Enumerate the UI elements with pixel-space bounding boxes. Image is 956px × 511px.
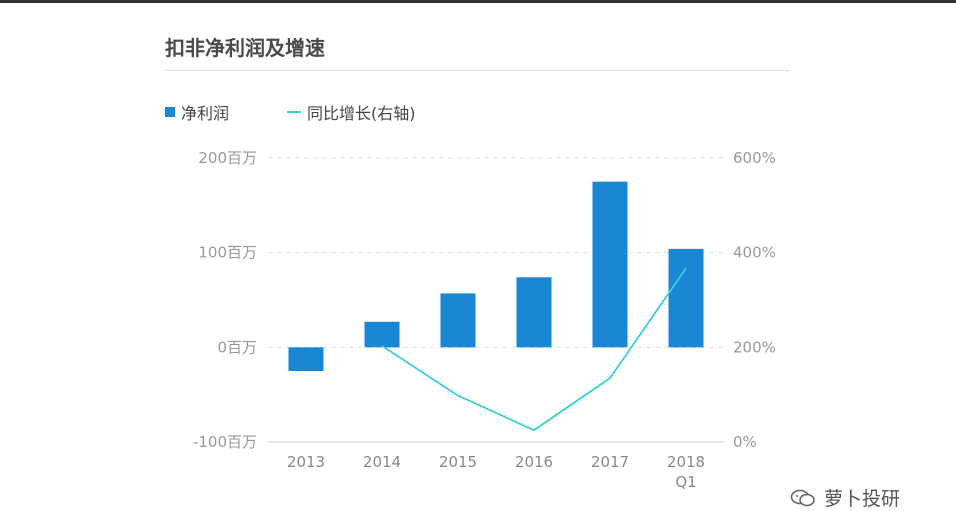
x-tick-label: 2017 [591,453,629,471]
chart-title: 扣非净利润及增速 [165,36,325,60]
x-axis: 2013 2014 2015 2016 2017 2018 Q1 [287,453,705,491]
bar-series [288,181,704,371]
y-right-tick-label: 400% [733,244,776,262]
bar [364,321,400,348]
legend-swatch-line [287,111,301,113]
y-axis-left: 200百万 100百万 0百万 -100百万 [193,149,257,451]
x-tick-label: 2013 [287,453,325,471]
legend-item-growth: 同比增长(右轴) [287,100,416,124]
legend-label-growth: 同比增长(右轴) [307,104,416,123]
wechat-icon [790,489,815,506]
bar [288,347,324,371]
line-series [381,267,687,432]
y-axis-right: 600% 400% 200% 0% [733,149,776,451]
title-divider [165,70,790,71]
x-tick-label: 2016 [515,453,553,471]
y-left-tick-label: 0百万 [217,338,257,356]
y-right-tick-label: 200% [733,338,776,356]
bar [592,181,628,348]
legend-swatch-bar [165,107,175,117]
top-border [0,0,956,3]
bar [516,277,552,348]
y-left-tick-label: -100百万 [193,433,257,451]
bar [440,293,476,348]
x-tick-label: Q1 [675,473,696,491]
y-left-tick-label: 200百万 [198,149,257,167]
grid-lines [268,157,724,443]
y-left-tick-label: 100百万 [198,244,257,262]
growth-line [381,267,687,432]
watermark-text: 萝卜投研 [824,488,901,510]
y-right-tick-label: 600% [733,149,776,167]
x-tick-label: 2015 [439,453,477,471]
legend-item-net-profit: 净利润 [165,100,229,124]
watermark: 萝卜投研 [790,484,900,511]
y-right-tick-label: 0% [733,433,757,451]
legend-label-net-profit: 净利润 [181,104,230,123]
bar [668,248,704,348]
x-tick-label: 2014 [363,453,401,471]
x-tick-label: 2018 [667,453,705,471]
